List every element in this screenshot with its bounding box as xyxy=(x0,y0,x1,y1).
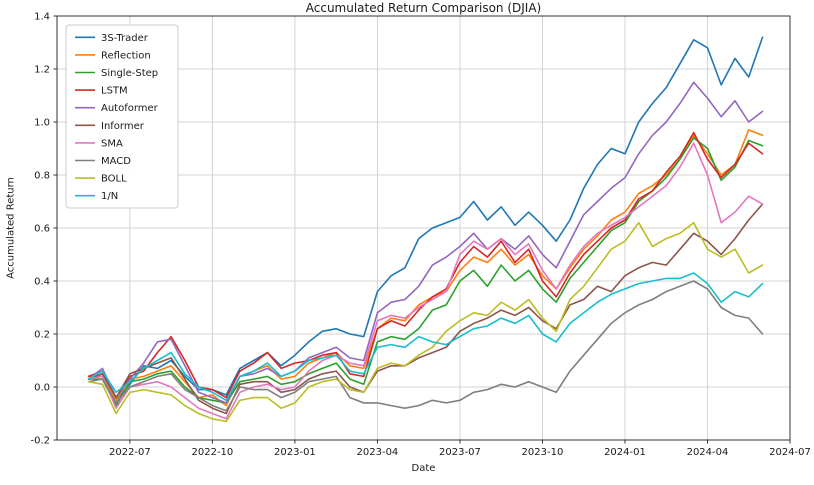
legend-label: Single-Step xyxy=(101,68,158,79)
legend-label: 1/N xyxy=(101,191,118,202)
y-axis-label: Accumulated Return xyxy=(5,177,17,279)
x-tick-label: 2023-07 xyxy=(439,447,481,458)
series-line-Informer xyxy=(87,203,764,415)
y-tick-label: 1.0 xyxy=(34,118,50,129)
x-axis-label: Date xyxy=(411,463,436,474)
legend-label: LSTM xyxy=(101,86,128,97)
legend-item: Autoformer xyxy=(75,103,159,114)
x-tick-label: 2024-01 xyxy=(604,447,646,458)
y-tick-label: 0.0 xyxy=(34,383,50,394)
legend-label: MACD xyxy=(101,156,131,167)
legend-item: MACD xyxy=(75,156,131,167)
series-line-MACD xyxy=(87,280,764,412)
legend-label: Reflection xyxy=(101,50,151,61)
x-tick-label: 2023-10 xyxy=(522,447,564,458)
legend-label: SMA xyxy=(101,138,123,149)
series-line-Reflection xyxy=(87,129,764,407)
legend-item: Single-Step xyxy=(75,68,158,79)
legend-box xyxy=(65,24,179,209)
x-tick-label: 2022-10 xyxy=(192,447,234,458)
legend-label: Autoformer xyxy=(101,103,159,114)
legend-label: 3S-Trader xyxy=(101,33,149,44)
y-tick-label: 0.8 xyxy=(34,171,50,182)
legend-item: BOLL xyxy=(75,174,127,185)
x-tick-label: 2022-07 xyxy=(109,447,151,458)
x-tick-label: 2024-04 xyxy=(687,447,729,458)
series-line-1/N xyxy=(87,272,764,402)
y-tick-label: 0.6 xyxy=(34,224,50,235)
legend-item: LSTM xyxy=(75,86,128,97)
legend-item: Reflection xyxy=(75,50,151,61)
y-tick-label: -0.2 xyxy=(30,436,50,447)
series-line-SMA xyxy=(87,142,764,420)
legend-item: 1/N xyxy=(75,191,118,202)
legend-item: Informer xyxy=(75,121,145,132)
legend: 3S-Trader Reflection Single-Step LSTM Autofo… xyxy=(65,24,179,209)
y-tick-label: 0.4 xyxy=(34,277,50,288)
series-line-BOLL xyxy=(87,221,764,423)
legend-label: BOLL xyxy=(101,174,127,185)
y-tick-label: 1.4 xyxy=(34,12,50,23)
legend-item: 3S-Trader xyxy=(75,33,149,44)
legend-item: SMA xyxy=(75,138,123,149)
y-tick-label: 0.2 xyxy=(34,330,50,341)
series-line-Autoformer xyxy=(87,81,764,404)
x-tick-label: 2024-07 xyxy=(769,447,811,458)
x-tick-label: 2023-04 xyxy=(357,447,399,458)
chart-title: Accumulated Return Comparison (DJIA) xyxy=(305,1,542,15)
series-line-LSTM xyxy=(87,131,764,399)
series-line-3S-Trader xyxy=(87,36,764,402)
y-tick-label: 1.2 xyxy=(34,65,50,76)
legend-label: Informer xyxy=(101,121,145,132)
x-tick-label: 2023-01 xyxy=(274,447,316,458)
